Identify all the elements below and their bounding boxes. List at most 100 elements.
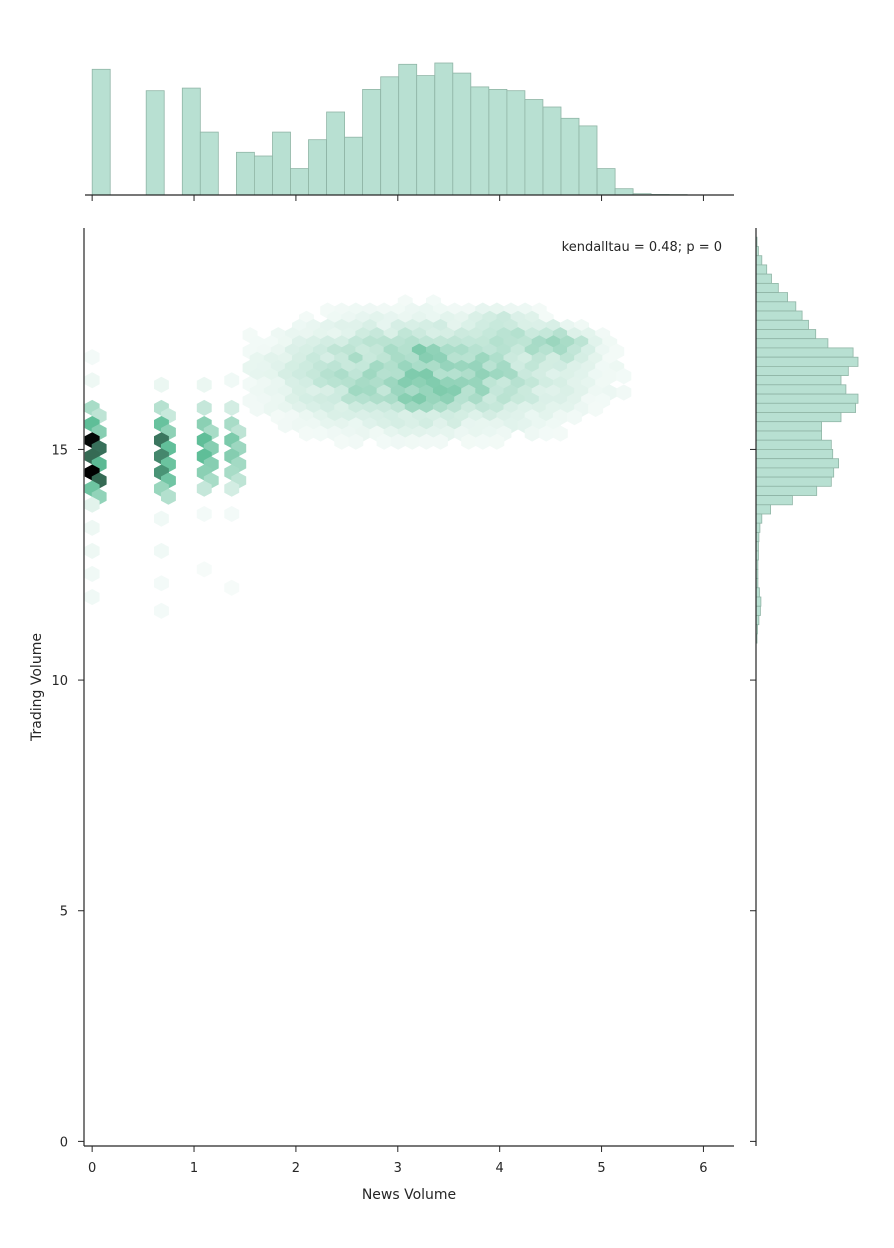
hexbin-cell: [418, 433, 434, 450]
x-marginal-histogram: [91, 62, 688, 196]
hexbin-cell: [277, 417, 293, 434]
y-hist-bar: [755, 504, 772, 515]
hexbin-cell: [524, 425, 540, 442]
x-hist-bar: [596, 168, 616, 196]
x-hist-bar: [614, 188, 634, 196]
hexbin-cell: [348, 433, 364, 450]
x-hist-bar: [290, 168, 309, 196]
hexbin-cell: [196, 506, 212, 522]
y-hist-bar: [755, 255, 763, 266]
x-hist-bar: [488, 89, 508, 196]
y-hist-bar: [755, 264, 768, 275]
hexbin-cell: [84, 496, 100, 513]
y-tick-label: 0: [60, 1135, 68, 1150]
x-hist-bar: [560, 117, 580, 196]
hexbin-cell: [376, 433, 392, 450]
hexbin-cell: [313, 425, 328, 442]
y-marginal-histogram: [755, 236, 859, 644]
y-hist-bar: [755, 495, 793, 506]
hexbin-cell: [334, 433, 350, 450]
hexbin-cell: [390, 433, 406, 450]
y-axis-label: Trading Volume: [29, 633, 45, 742]
x-hist-bar: [308, 139, 327, 196]
x-hist-bar: [398, 63, 418, 196]
hexbin-cell: [299, 425, 314, 442]
y-hist-bar: [755, 356, 859, 367]
x-tick-label: 6: [699, 1161, 707, 1176]
hexbin-cell: [224, 480, 240, 497]
hexbin-cell: [196, 480, 212, 497]
y-hist-bar: [755, 430, 822, 441]
hexbin-cell: [84, 542, 100, 559]
x-hist-bar: [416, 75, 436, 196]
hexbin-cell: [154, 602, 169, 619]
x-tick-label: 0: [88, 1161, 96, 1176]
hexbin-cell: [154, 376, 169, 393]
hexbin-cell: [538, 425, 554, 442]
axes: 0 1 2 3 4 5 6 0 5 10 15: [51, 194, 757, 1176]
y-hist-bar: [755, 513, 763, 524]
x-tick-label: 4: [496, 1161, 504, 1176]
y-hist-bar: [755, 338, 829, 349]
x-tick-label: 5: [597, 1161, 605, 1176]
hexbin-cell: [84, 519, 100, 536]
y-hist-bar: [755, 393, 859, 404]
x-tick-label: 3: [394, 1161, 402, 1176]
hexbin-cell: [475, 433, 491, 450]
x-axis-label: News Volume: [362, 1187, 456, 1203]
hexbin-cell: [196, 561, 212, 578]
hexbin-cell: [224, 372, 240, 389]
hexbin-layer: [84, 294, 632, 619]
y-hist-bar: [755, 365, 849, 376]
x-hist-bar: [362, 89, 382, 196]
y-hist-bar: [755, 329, 817, 340]
x-hist-bar: [344, 136, 364, 196]
y-hist-bar: [755, 402, 856, 413]
x-hist-bar: [434, 62, 454, 196]
hexbin-cell: [84, 349, 100, 366]
x-hist-bar: [326, 111, 346, 196]
y-hist-bar: [755, 412, 842, 423]
y-hist-bar: [755, 384, 847, 395]
hexbin-cell: [616, 368, 632, 385]
y-hist-bar: [755, 448, 834, 459]
y-hist-bar: [755, 375, 842, 386]
hexbin-cell: [154, 542, 169, 559]
y-hist-bar: [755, 596, 762, 607]
hexbin-cell: [404, 433, 420, 450]
y-hist-bar: [755, 273, 772, 284]
hexbin-cell: [84, 372, 100, 389]
hexbin-cell: [249, 400, 265, 417]
x-hist-bar: [470, 86, 490, 196]
kendall-annotation: kendalltau = 0.48; p = 0: [562, 240, 722, 255]
x-tick-label: 1: [190, 1161, 198, 1176]
y-hist-bar: [755, 319, 809, 330]
hexbin-cell: [433, 433, 448, 450]
hexbin-cell: [84, 565, 100, 582]
y-tick-label: 10: [51, 674, 68, 689]
x-hist-bar: [91, 68, 111, 196]
y-hist-bar: [755, 476, 832, 487]
hexbin-cell: [154, 575, 169, 592]
x-hist-bar: [272, 131, 291, 196]
hexbin-cell: [224, 579, 240, 596]
hexbin-cell: [196, 376, 212, 393]
y-hist-bar: [755, 292, 789, 303]
hexbin-cell: [224, 399, 240, 416]
y-hist-bar: [755, 439, 832, 450]
x-hist-bar: [452, 72, 472, 196]
y-hist-bar: [755, 485, 818, 496]
y-hist-bar: [755, 458, 839, 469]
hexbin-cell: [567, 409, 582, 426]
y-hist-bar: [755, 605, 761, 616]
hexbin-cell: [196, 399, 212, 416]
x-hist-bar: [542, 106, 562, 196]
x-tick-label: 2: [292, 1161, 300, 1176]
y-hist-bar: [755, 347, 854, 358]
y-tick-label: 5: [60, 905, 68, 920]
hexbin-cell: [161, 488, 176, 505]
x-hist-bar: [235, 151, 255, 196]
y-hist-bar: [755, 310, 803, 321]
y-hist-bar: [755, 282, 779, 293]
